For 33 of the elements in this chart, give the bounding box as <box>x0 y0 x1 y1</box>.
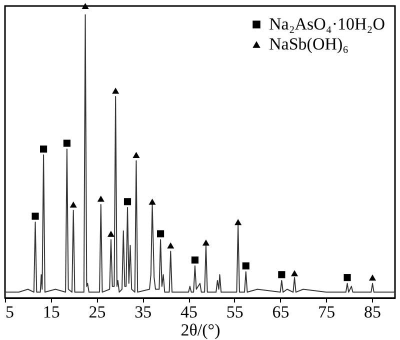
x-tick-label: 35 <box>134 302 152 322</box>
point <box>63 140 70 147</box>
x-tick-label: 75 <box>318 302 336 322</box>
x-tick-label: 65 <box>272 302 290 322</box>
point <box>344 274 351 282</box>
x-tick-label: 85 <box>364 302 382 322</box>
x-tick-label: 55 <box>226 302 244 322</box>
point <box>132 152 140 158</box>
legend-label: Na₂AsO₄·10H₂O <box>269 14 385 34</box>
legend-label: NaSb(OH)₆ <box>269 34 349 54</box>
point <box>368 274 376 281</box>
x-tick-label: 5 <box>6 302 14 322</box>
x-tick-label: 45 <box>180 302 198 322</box>
point <box>148 198 156 205</box>
point <box>242 262 250 270</box>
point <box>202 239 210 246</box>
point <box>290 270 298 276</box>
x-axis-title: 2θ/(°) <box>180 320 220 340</box>
point <box>191 256 198 264</box>
point <box>40 146 48 153</box>
x-tick-label: 15 <box>42 302 60 322</box>
x-tick-label: 25 <box>88 302 106 322</box>
point <box>112 88 120 94</box>
point <box>107 230 115 237</box>
point <box>167 242 174 248</box>
point <box>124 198 132 206</box>
point <box>70 202 77 208</box>
point <box>32 212 39 220</box>
point <box>157 230 164 238</box>
point <box>234 219 242 226</box>
point <box>278 271 286 278</box>
point <box>97 196 104 202</box>
point <box>82 2 89 10</box>
